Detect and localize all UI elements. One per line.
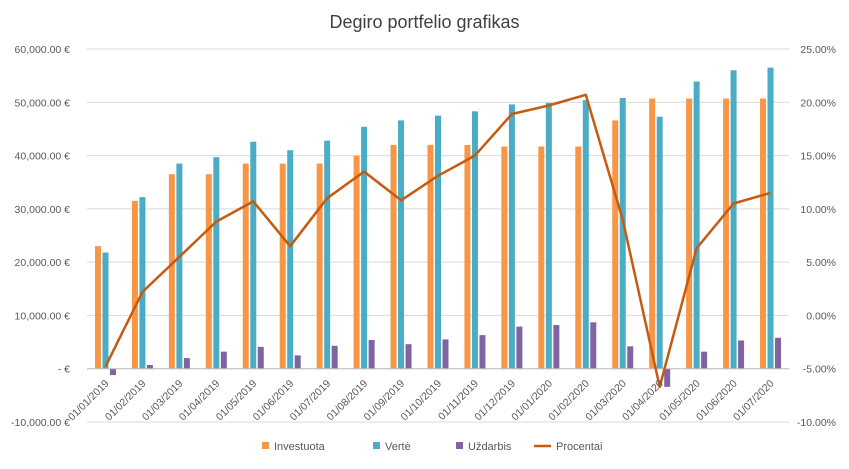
y2-tick-label: 15.00%	[800, 151, 836, 163]
bar-vertė	[730, 70, 737, 369]
bar-investuota	[242, 163, 249, 369]
bar-uždarbis	[331, 345, 338, 369]
y2-tick-label: 5.00%	[806, 257, 836, 269]
bar-investuota	[575, 146, 582, 369]
legend-swatch-vertė	[373, 442, 380, 449]
right-axis-ticks: -10.00% -5.00% 0.00% 5.00% 10.00% 15.00% 20.00…	[797, 44, 836, 429]
y-tick-label: 20,000.00 €	[15, 257, 71, 269]
bar-investuota	[316, 163, 323, 369]
bar-investuota	[538, 146, 545, 369]
bar-uždarbis	[220, 351, 227, 369]
bar-uždarbis	[701, 351, 708, 369]
bar-investuota	[131, 200, 138, 369]
y-tick-label: -10,000.00 €	[11, 417, 70, 429]
bar-vertė	[508, 104, 515, 369]
y-tick-label: 40,000.00 €	[15, 151, 71, 163]
bar-uždarbis	[627, 346, 634, 369]
bar-investuota	[94, 246, 101, 369]
bar-uždarbis	[183, 358, 190, 369]
y2-tick-label: -5.00%	[803, 364, 836, 376]
y-tick-label: 50,000.00 €	[15, 97, 71, 109]
bar-investuota	[723, 98, 730, 369]
bar-investuota	[353, 155, 360, 369]
bar-uždarbis	[590, 322, 597, 369]
bar-investuota	[760, 98, 767, 369]
bar-uždarbis	[109, 368, 116, 376]
bar-uždarbis	[664, 368, 671, 387]
bar-vertė	[324, 140, 331, 369]
left-axis-ticks: -10,000.00 € - € 10,000.00 € 20,000.00 € 30,…	[11, 44, 70, 429]
bar-uždarbis	[257, 346, 264, 369]
bar-vertė	[582, 100, 589, 369]
bar-vertė	[213, 157, 220, 369]
bar-vertė	[176, 163, 183, 369]
bar-investuota	[612, 120, 619, 369]
bar-uždarbis	[405, 344, 412, 369]
bar-uždarbis	[368, 339, 375, 369]
bar-vertė	[693, 81, 700, 369]
legend-swatch-uždarbis	[456, 442, 463, 449]
bar-investuota	[649, 98, 656, 369]
bar-investuota	[427, 144, 434, 369]
y-tick-label: 60,000.00 €	[15, 44, 71, 56]
bar-vertė	[102, 252, 109, 369]
legend-label-uždarbis: Uždarbis	[468, 441, 512, 453]
bar-uždarbis	[775, 337, 782, 369]
bar-uždarbis	[479, 335, 486, 369]
bar-investuota	[205, 174, 212, 369]
bar-vertė	[435, 115, 441, 369]
y-tick-label: - €	[58, 364, 70, 376]
line-procentai	[104, 93, 771, 389]
legend-label-vertė: Vertė	[385, 441, 411, 453]
bar-vertė	[287, 150, 294, 369]
bar-uždarbis	[516, 326, 523, 369]
legend-label-procentai: Procentai	[556, 441, 602, 453]
bar-series	[94, 67, 782, 387]
bar-vertė	[619, 98, 626, 369]
bar-investuota	[464, 144, 471, 369]
legend-label-investuota: Investuota	[274, 441, 326, 453]
bar-investuota	[390, 144, 397, 369]
y2-tick-label: -10.00%	[797, 417, 836, 429]
chart-title: Degiro portfelio grafikas	[329, 12, 519, 32]
bar-vertė	[471, 111, 478, 369]
bar-vertė	[361, 126, 368, 369]
legend-swatch-investuota	[262, 442, 269, 449]
bar-uždarbis	[553, 325, 560, 369]
y2-tick-label: 25.00%	[800, 44, 836, 56]
line-series	[104, 93, 771, 389]
y2-tick-label: 10.00%	[800, 204, 836, 216]
y2-tick-label: 0.00%	[806, 310, 836, 322]
bar-vertė	[656, 116, 663, 369]
bar-investuota	[501, 146, 508, 369]
bar-vertė	[139, 197, 146, 369]
bar-uždarbis	[294, 355, 301, 369]
bar-uždarbis	[146, 364, 153, 369]
legend: Investuota Vertė Uždarbis Procentai	[262, 441, 602, 453]
y2-tick-label: 20.00%	[800, 97, 836, 109]
bar-uždarbis	[442, 339, 449, 369]
bar-investuota	[686, 98, 693, 369]
y-tick-label: 10,000.00 €	[15, 310, 71, 322]
bar-uždarbis	[738, 340, 745, 369]
y-tick-label: 30,000.00 €	[15, 204, 71, 216]
bar-investuota	[279, 163, 286, 369]
bar-vertė	[398, 120, 405, 369]
bar-vertė	[767, 67, 774, 369]
bar-vertė	[545, 102, 552, 369]
bar-investuota	[168, 174, 175, 369]
bar-vertė	[250, 141, 257, 369]
